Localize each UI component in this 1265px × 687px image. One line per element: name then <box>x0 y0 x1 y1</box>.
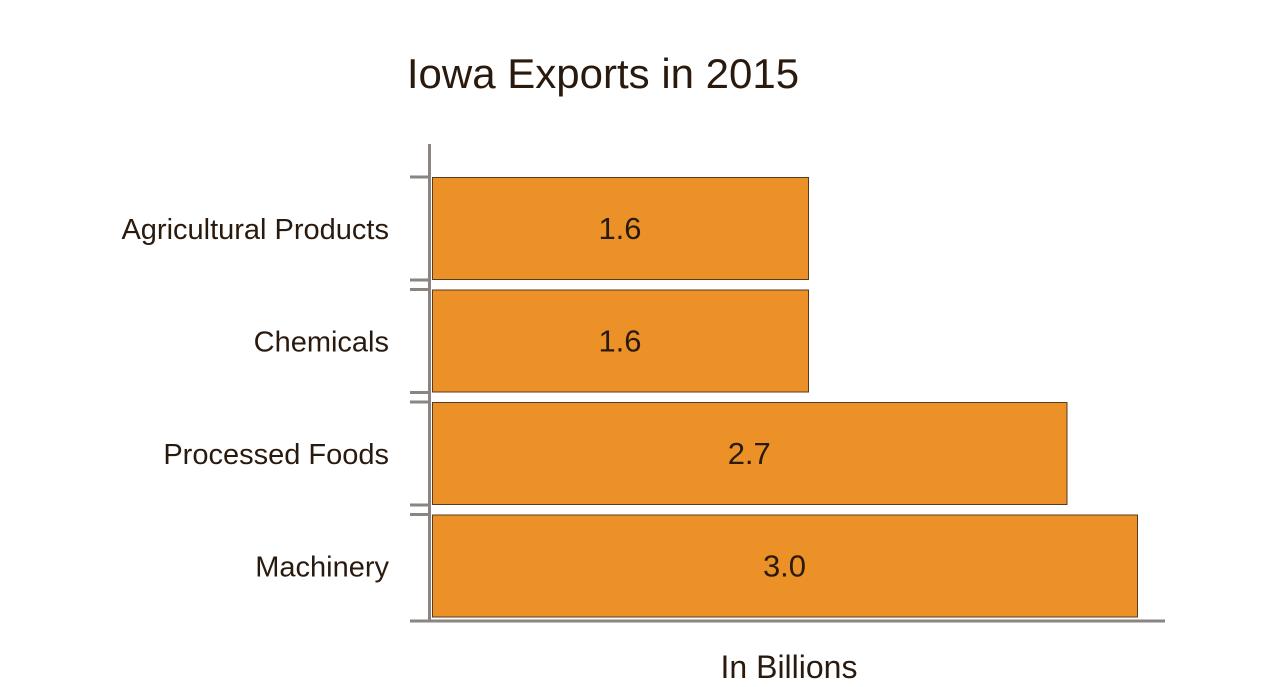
bar <box>432 289 809 393</box>
category-label: Processed Foods <box>163 439 389 471</box>
category-label: Machinery <box>255 552 389 584</box>
chart-title: Iowa Exports in 2015 <box>407 50 799 97</box>
data-label: 1.6 <box>598 324 641 359</box>
x-axis-label: In Billions <box>721 649 858 685</box>
data-label: 2.7 <box>728 436 771 471</box>
category-label: Chemicals <box>254 327 389 359</box>
data-label: 3.0 <box>763 549 806 584</box>
data-label: 1.6 <box>598 211 641 246</box>
bar <box>432 177 809 280</box>
bar <box>432 514 1138 618</box>
category-label: Agricultural Products <box>121 214 389 246</box>
bar <box>432 402 1068 505</box>
